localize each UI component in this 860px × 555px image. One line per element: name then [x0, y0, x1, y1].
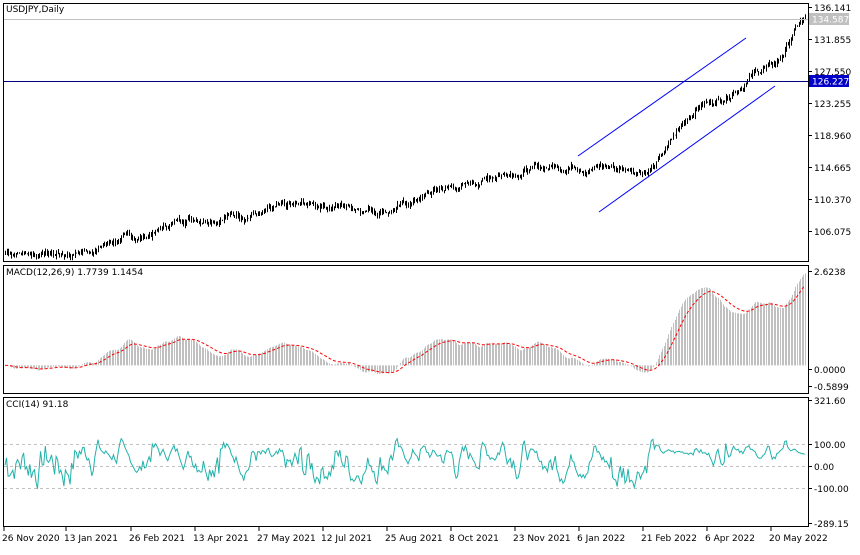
price-panel-title: USDJPY,Daily — [6, 5, 65, 15]
time-tick: 12 Jul 2021 — [321, 534, 372, 544]
cci-tick: 100.00 — [814, 441, 846, 451]
cci-tick: 0.00 — [814, 463, 834, 473]
macd-panel-title: MACD(12,26,9) 1.7739 1.1454 — [6, 268, 143, 278]
time-tick: 26 Feb 2021 — [129, 534, 185, 544]
time-axis: 26 Nov 2020 13 Jan 2021 26 Feb 2021 13 A… — [2, 527, 828, 544]
price-tick: 118.960 — [814, 132, 851, 142]
current-price-tag — [809, 13, 849, 25]
time-tick: 13 Apr 2021 — [193, 534, 249, 544]
price-bars — [5, 14, 806, 261]
channel-upper-line[interactable] — [577, 37, 747, 157]
macd-tick: -0.5899 — [814, 383, 849, 393]
cci-panel-frame — [3, 397, 809, 527]
price-tick: 136.141 — [814, 4, 851, 14]
cci-axis: 321.60 100.00 0.00 -100.00 -289.15 — [808, 397, 849, 530]
level-price-label: 126.227 — [812, 78, 849, 88]
price-tick: 110.370 — [814, 196, 851, 206]
price-tick: 106.075 — [814, 228, 851, 238]
time-tick: 23 Nov 2021 — [513, 534, 571, 544]
macd-tick: 0.0000 — [814, 366, 846, 376]
time-tick: 26 Nov 2020 — [2, 534, 60, 544]
time-tick: 27 May 2021 — [257, 534, 316, 544]
price-tick: 127.550 — [814, 68, 851, 78]
channel-lower-line[interactable] — [598, 85, 776, 213]
time-tick: 25 Aug 2021 — [385, 534, 443, 544]
price-panel-frame — [3, 3, 809, 262]
time-tick: 21 Feb 2022 — [641, 534, 697, 544]
macd-histogram — [7, 273, 806, 375]
cci-tick: 321.60 — [814, 397, 846, 407]
time-tick: 20 May 2022 — [769, 534, 828, 544]
macd-tick: 2.6238 — [814, 268, 846, 278]
price-tick: 123.255 — [814, 100, 851, 110]
level-price-tag — [809, 75, 849, 87]
time-tick: 6 Apr 2022 — [705, 534, 755, 544]
time-tick: 6 Jan 2022 — [577, 534, 625, 544]
cci-tick: -100.00 — [814, 485, 849, 495]
macd-signal-line — [5, 285, 806, 374]
macd-panel-frame — [3, 265, 809, 394]
cci-panel-title: CCI(14) 91.18 — [6, 400, 69, 410]
cci-tick: -289.15 — [814, 520, 849, 530]
price-tick: 131.855 — [814, 36, 851, 46]
time-tick: 13 Jan 2021 — [64, 534, 118, 544]
price-tick: 114.665 — [814, 164, 851, 174]
price-axis: 136.141 131.855 127.550 123.255 118.960 … — [808, 4, 851, 238]
time-tick: 8 Oct 2021 — [449, 534, 499, 544]
current-price-label: 134.587 — [812, 16, 849, 26]
macd-axis: 2.6238 0.0000 -0.5899 — [808, 268, 849, 393]
cci-line — [4, 437, 806, 490]
